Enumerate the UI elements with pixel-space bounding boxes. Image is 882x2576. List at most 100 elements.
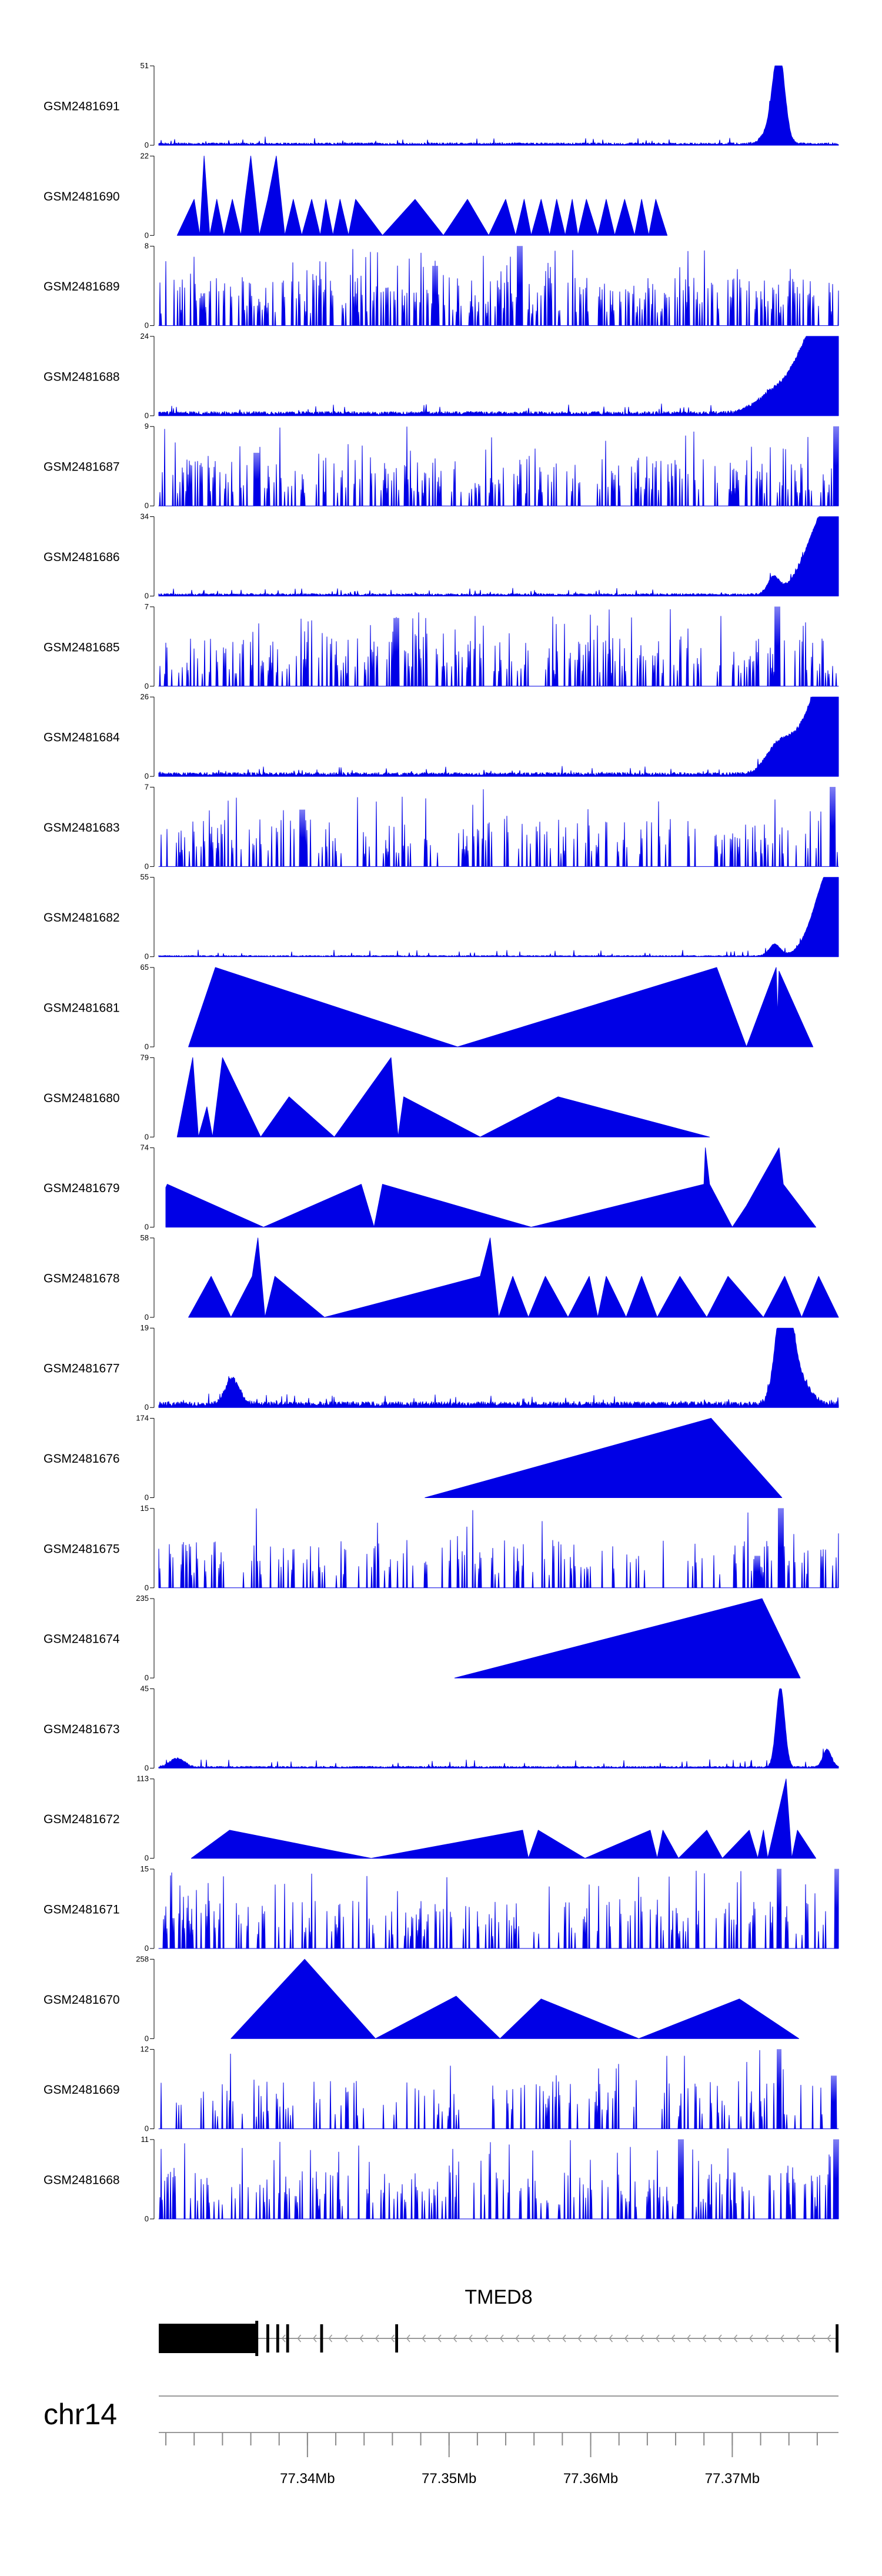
sample-label: GSM2481689 [44,280,120,293]
exon-block [395,2324,399,2353]
y-min-label: 0 [145,1944,149,1953]
strand-arrow-icon [390,2334,395,2343]
sample-label: GSM2481681 [44,1002,120,1015]
y-max-label: 9 [145,422,149,431]
track-GSM2481680: GSM2481680 79 0 [44,1053,710,1141]
coverage-area [158,1868,839,1949]
coverage-area [191,1778,816,1859]
strand-arrow-icon [733,2334,738,2343]
strand-arrow-icon [717,2334,722,2343]
y-max-label: 51 [141,61,149,70]
y-max-label: 15 [141,1864,149,1873]
track-GSM2481691: GSM2481691 51 0 [44,61,839,149]
y-min-label: 0 [145,1403,149,1412]
sample-label: GSM2481674 [44,1633,120,1646]
axis-tick-label: 77.36Mb [563,2471,618,2487]
strand-arrow-icon [593,2334,597,2343]
y-min-label: 0 [145,1854,149,1863]
y-max-label: 11 [141,2135,149,2144]
y-min-label: 0 [145,1132,149,1141]
gene-name-label: TMED8 [465,2286,532,2308]
axis-minor-ticks [165,2432,818,2445]
sample-label: GSM2481675 [44,1542,120,1556]
y-max-label: 7 [145,602,149,611]
strand-arrow-icon [484,2334,489,2343]
y-max-label: 15 [141,1504,149,1513]
coverage-area [454,1598,801,1679]
strand-arrow-icon [515,2334,520,2343]
y-max-label: 26 [141,692,149,701]
sample-label: GSM2481679 [44,1182,120,1195]
y-min-label: 0 [145,321,149,330]
strand-arrow-icon [796,2334,800,2343]
coverage-tracks: GSM2481691510GSM2481690220GSM248168980GS… [44,61,839,2223]
y-max-label: 12 [141,2045,149,2054]
y-min-label: 0 [145,862,149,870]
y-min-label: 0 [145,141,149,149]
coverage-area [425,1418,783,1498]
strand-arrow-icon [328,2334,333,2343]
strand-arrow-icon [827,2334,831,2343]
track-GSM2481669: GSM2481669 12 0 [44,2045,839,2133]
sample-label: GSM2481678 [44,1272,120,1285]
y-min-label: 0 [145,231,149,239]
track-GSM2481673: GSM2481673 45 0 [44,1684,839,1772]
strand-arrow-icon [686,2334,691,2343]
y-max-label: 58 [141,1233,149,1242]
strand-arrow-icon [375,2334,379,2343]
y-max-label: 55 [141,873,149,882]
y-min-label: 0 [145,1313,149,1322]
gene-exons [159,2321,838,2356]
strand-arrow-icon [655,2334,660,2343]
axis-tick-label: 77.35Mb [422,2471,476,2487]
track-GSM2481685: GSM2481685 7 0 [44,602,839,690]
sample-label: GSM2481683 [44,821,120,835]
track-GSM2481674: GSM2481674 235 0 [44,1594,801,1682]
y-min-label: 0 [145,2124,149,2133]
y-min-label: 0 [145,952,149,961]
sample-label: GSM2481680 [44,1092,120,1105]
exon-block [286,2324,289,2353]
y-max-label: 22 [141,151,149,160]
track-GSM2481686: GSM2481686 34 0 [44,512,839,600]
coverage-area [158,2049,839,2130]
strand-arrow-icon [530,2334,535,2343]
strand-arrow-icon [609,2334,613,2343]
y-max-label: 79 [141,1053,149,1062]
strand-arrow-icon [577,2334,582,2343]
track-GSM2481671: GSM2481671 15 0 [44,1864,839,1953]
strand-arrow-icon [764,2334,769,2343]
y-min-label: 0 [145,772,149,780]
sample-label: GSM2481673 [44,1723,120,1736]
strand-arrow-icon [312,2334,317,2343]
y-min-label: 0 [145,682,149,690]
coverage-area [165,1147,816,1228]
exon-block [255,2321,259,2356]
coverage-area [188,967,814,1047]
exon-block [276,2324,279,2353]
strand-arrow-icon [343,2334,348,2343]
y-min-label: 0 [145,1673,149,1682]
sample-label: GSM2481668 [44,2173,120,2187]
coverage-area [158,336,839,416]
track-GSM2481688: GSM2481688 24 0 [44,332,839,420]
coverage-area [158,426,839,506]
sample-label: GSM2481682 [44,911,120,925]
sample-label: GSM2481672 [44,1813,120,1826]
coverage-area [176,155,668,236]
track-GSM2481679: GSM2481679 74 0 [44,1143,816,1232]
coverage-area [158,606,839,687]
strand-arrow-icon [624,2334,629,2343]
strand-arrows [281,2334,831,2343]
exon-block [320,2324,323,2353]
strand-arrow-icon [562,2334,566,2343]
sample-label: GSM2481688 [44,370,120,383]
track-GSM2481678: GSM2481678 58 0 [44,1233,839,1322]
y-min-label: 0 [145,2214,149,2223]
coverage-area [158,65,839,146]
chromosome-label: chr14 [44,2398,117,2431]
track-GSM2481684: GSM2481684 26 0 [44,692,839,780]
track-GSM2481677: GSM2481677 19 0 [44,1323,839,1412]
strand-arrow-icon [780,2334,784,2343]
